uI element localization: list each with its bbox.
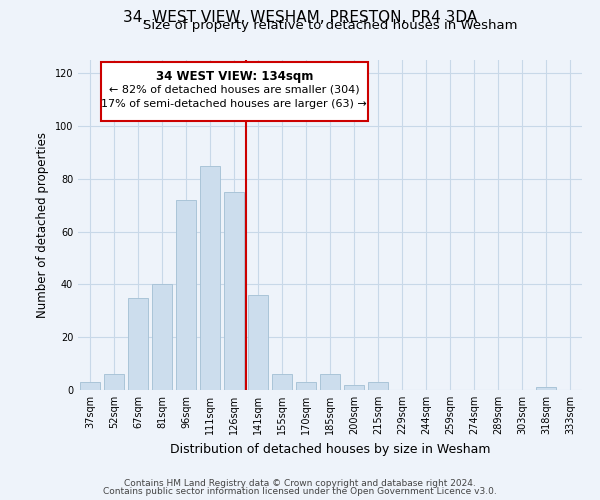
Text: Contains HM Land Registry data © Crown copyright and database right 2024.: Contains HM Land Registry data © Crown c…	[124, 478, 476, 488]
Bar	[200, 166, 220, 390]
Text: ← 82% of detached houses are smaller (304): ← 82% of detached houses are smaller (30…	[109, 84, 359, 95]
Bar	[128, 298, 148, 390]
Bar	[104, 374, 124, 390]
Bar	[368, 382, 388, 390]
Bar	[80, 382, 100, 390]
Bar	[152, 284, 172, 390]
Text: 34 WEST VIEW: 134sqm: 34 WEST VIEW: 134sqm	[155, 70, 313, 83]
Y-axis label: Number of detached properties: Number of detached properties	[36, 132, 49, 318]
Bar	[296, 382, 316, 390]
Text: 34, WEST VIEW, WESHAM, PRESTON, PR4 3DA: 34, WEST VIEW, WESHAM, PRESTON, PR4 3DA	[123, 10, 477, 25]
Bar	[176, 200, 196, 390]
Bar	[248, 295, 268, 390]
FancyBboxPatch shape	[101, 62, 368, 121]
Title: Size of property relative to detached houses in Wesham: Size of property relative to detached ho…	[143, 20, 517, 32]
X-axis label: Distribution of detached houses by size in Wesham: Distribution of detached houses by size …	[170, 442, 490, 456]
Bar	[272, 374, 292, 390]
Bar	[320, 374, 340, 390]
Bar	[224, 192, 244, 390]
Bar	[344, 384, 364, 390]
Text: Contains public sector information licensed under the Open Government Licence v3: Contains public sector information licen…	[103, 487, 497, 496]
Bar	[536, 388, 556, 390]
Text: 17% of semi-detached houses are larger (63) →: 17% of semi-detached houses are larger (…	[101, 99, 367, 109]
